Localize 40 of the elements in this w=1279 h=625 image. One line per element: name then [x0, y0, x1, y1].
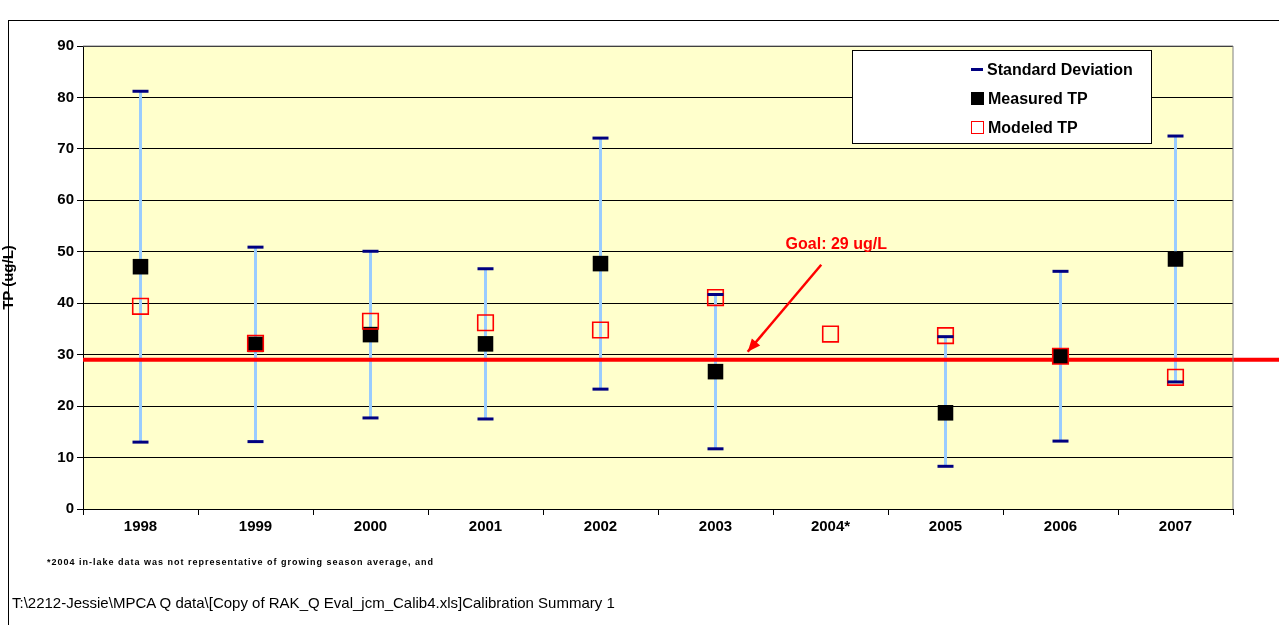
point	[706, 288, 725, 307]
y-tick-label: 70	[57, 139, 74, 157]
point	[821, 325, 840, 343]
y-tick-label: 30	[57, 344, 74, 362]
point	[131, 297, 150, 315]
x-tick-label: 2004*	[810, 517, 851, 535]
x-tick-label: 2001	[468, 517, 503, 535]
x-tick-label: 1999	[238, 517, 273, 535]
point	[476, 314, 495, 332]
point	[477, 336, 494, 352]
y-tick-label: 10	[57, 447, 74, 465]
y-tick-label: 20	[57, 396, 74, 414]
point	[937, 405, 954, 421]
x-tick-label: 2006	[1043, 517, 1078, 535]
point	[361, 312, 380, 330]
x-tick-label: 2000	[353, 517, 388, 535]
ref-line-label: Goal: 29 ug/L	[785, 235, 888, 253]
x-tick-label: 2007	[1158, 517, 1193, 535]
y-tick-label: 50	[57, 241, 74, 259]
point	[1166, 368, 1185, 386]
point	[1167, 251, 1184, 267]
x-tick-label: 1998	[123, 517, 158, 535]
point	[132, 258, 149, 275]
point	[592, 255, 609, 272]
text: T:\2212-Jessie\MPCA Q data\[Copy of RAK_Q Eval_jcm_Calib4.xls]Calibration Summary 1	[12, 594, 615, 611]
y-tick-label: 90	[57, 36, 74, 54]
text: *2004 in-lake data was not representative of growing season average, and	[47, 557, 435, 567]
x-tick-label: 2003	[698, 517, 733, 535]
point	[591, 321, 610, 339]
y-tick-label: 80	[57, 87, 74, 105]
point	[936, 327, 955, 345]
y-tick-label: 60	[57, 190, 74, 208]
legend-label: Measured TP	[988, 89, 1088, 108]
x-tick-label: 2005	[928, 517, 963, 535]
point	[707, 363, 724, 380]
annotation: Standard Deviation	[987, 60, 1133, 79]
legend-label: Modeled TP	[988, 118, 1078, 137]
y-tick-label: 40	[57, 293, 74, 311]
x-tick-label: 2002	[583, 517, 618, 535]
y-tick-label: 0	[65, 499, 74, 517]
